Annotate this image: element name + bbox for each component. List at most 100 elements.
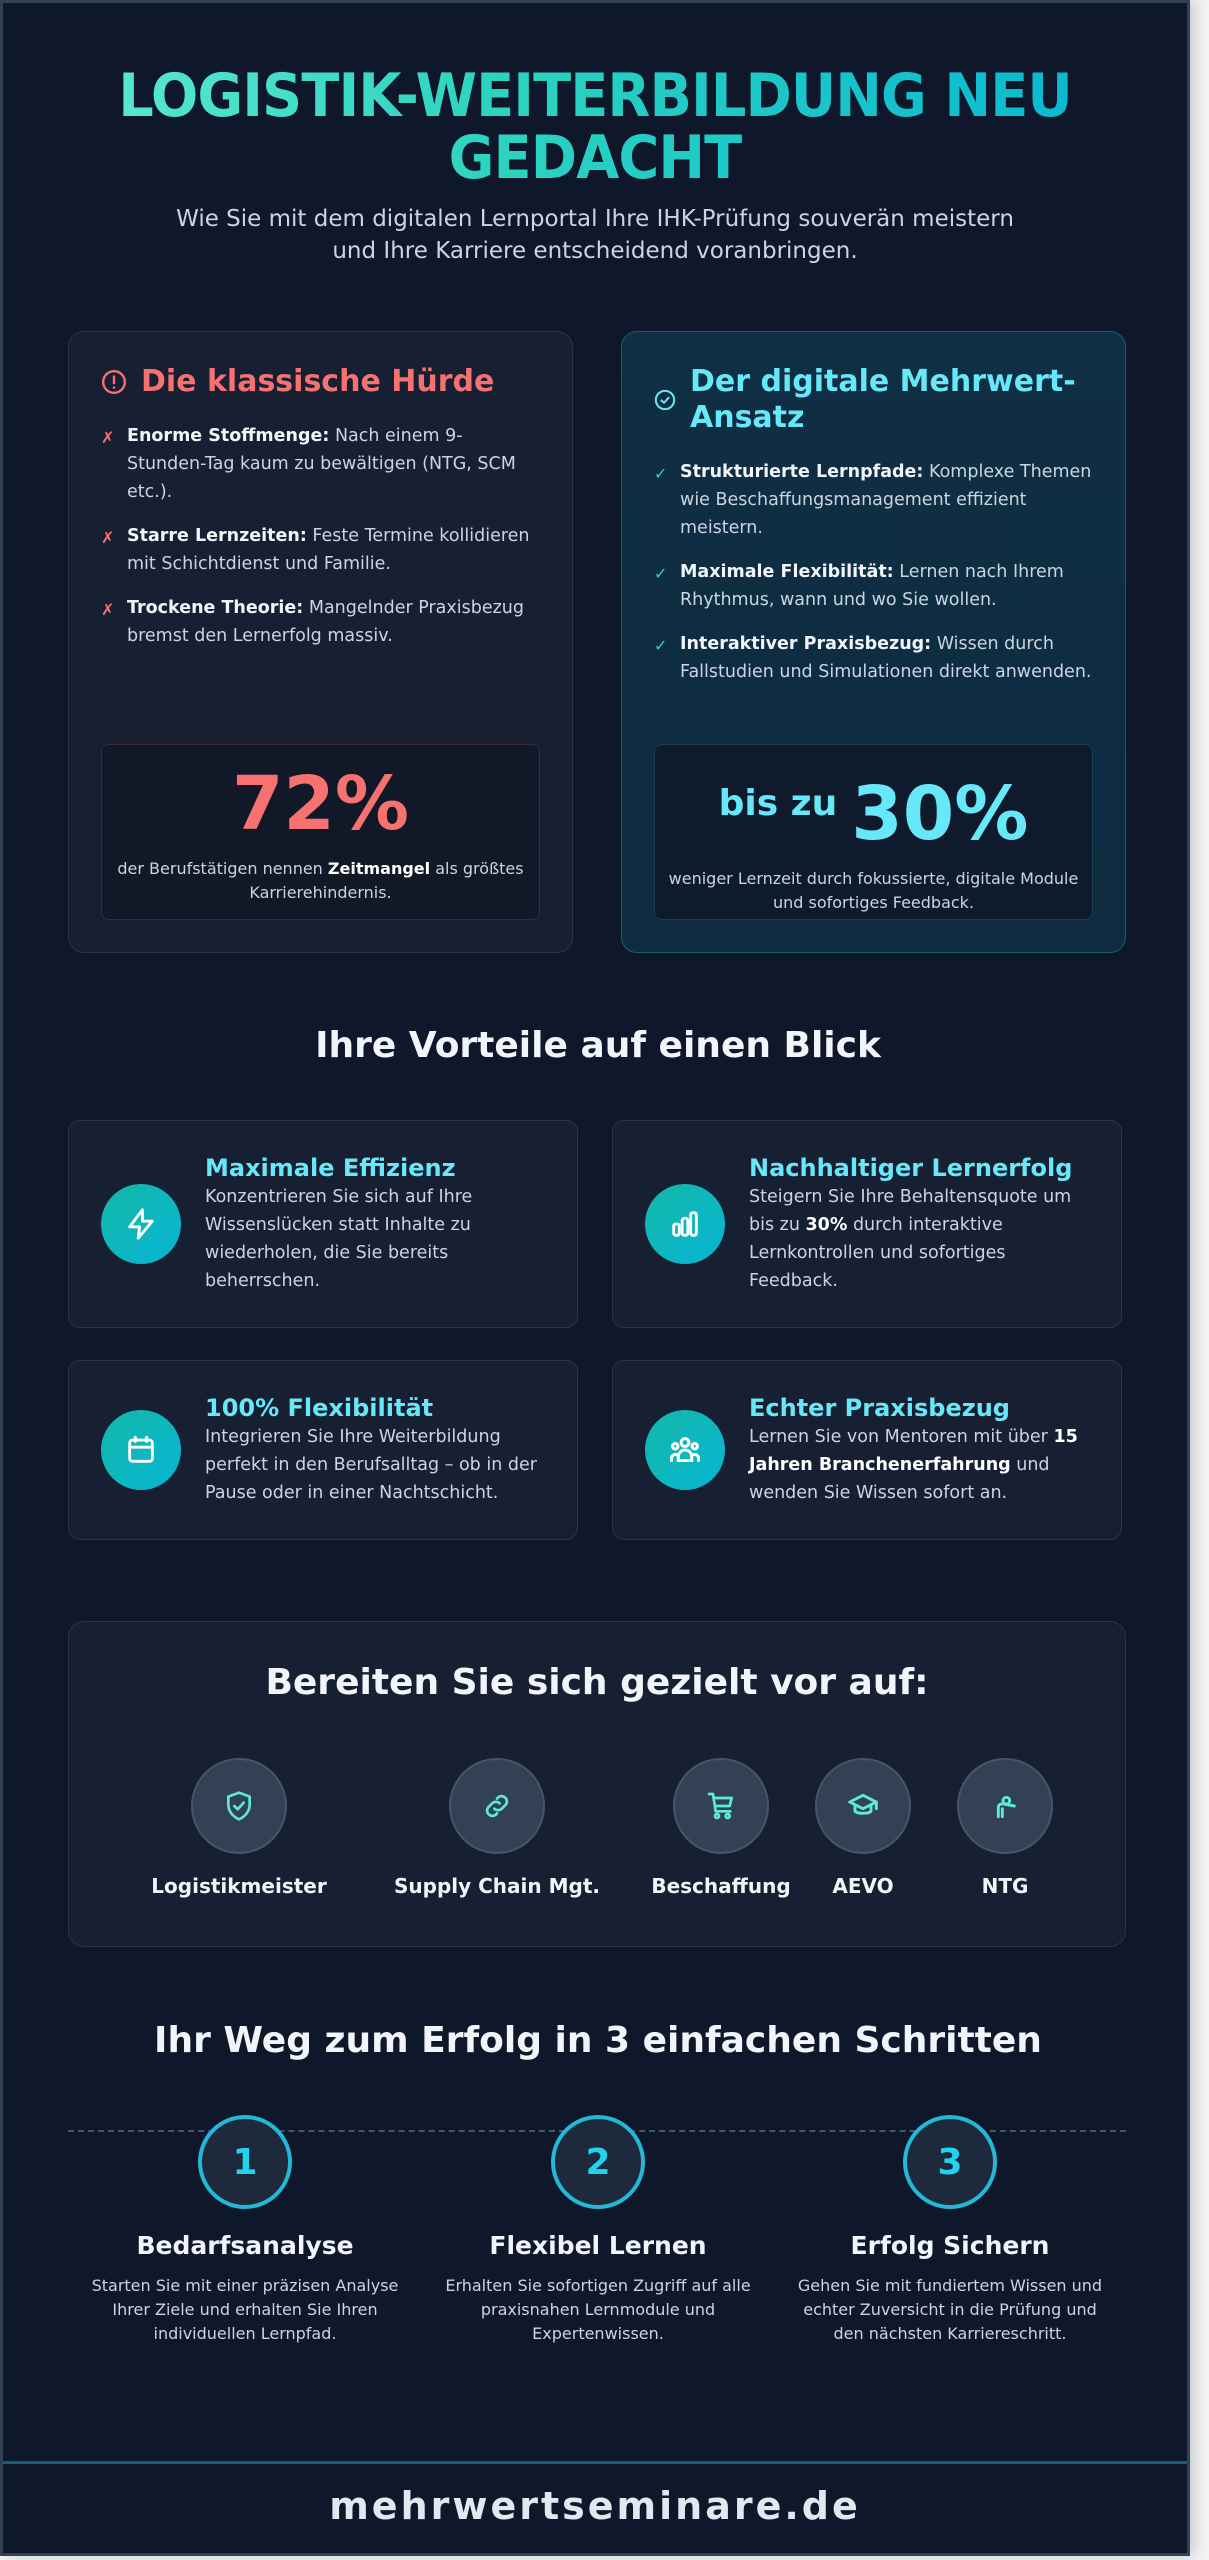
hurdle-item: ✗ Starre Lernzeiten: Feste Termine kollid… xyxy=(101,522,540,578)
check-icon: ✓ xyxy=(654,564,668,583)
bar-chart-icon xyxy=(645,1184,725,1264)
approach-item-text: Lernen nach Ihrem Rhythmus, wann und wo … xyxy=(680,562,1064,610)
step-title: Bedarfsanalyse xyxy=(136,2231,354,2260)
digital-approach-title-text: Der digitale Mehrwert-Ansatz xyxy=(690,364,1076,435)
exam-label: NTG xyxy=(981,1874,1029,1898)
exam-label: Logistikmeister xyxy=(151,1874,327,1898)
classic-hurdle-title-text: Die klassische Hürde xyxy=(141,364,495,399)
step-text: Erhalten Sie sofortigen Zugriff auf alle… xyxy=(445,2276,751,2343)
cross-icon: ✗ xyxy=(101,528,115,547)
exam-item-beschaffung: Beschaffung xyxy=(621,1758,821,1898)
approach-item-text: Komplexe Themen wie Beschaffungsmanageme… xyxy=(680,462,1092,538)
benefit-text-pre: Lernen Sie von Mentoren mit über xyxy=(749,1427,1054,1447)
cross-icon: ✗ xyxy=(101,600,115,619)
check-icon: ✓ xyxy=(654,636,668,655)
check-circle-icon xyxy=(654,389,676,411)
hero: LOGISTIK-WEITERBILDUNG NEU GEDACHT Wie S… xyxy=(3,3,1187,267)
hurdle-item-bold: Starre Lernzeiten: xyxy=(127,526,307,546)
step-3: 3 Erfolg Sichern Gehen Sie mit fundierte… xyxy=(790,2115,1110,2346)
footer-domain: mehrwertseminare.de xyxy=(329,2484,861,2528)
approach-list: ✓ Strukturierte Lernpfade: Komplexe Theme… xyxy=(654,458,1093,686)
stat-value: bis zu 30% xyxy=(655,763,1092,855)
hurdle-item-bold: Trockene Theorie: xyxy=(127,598,304,618)
approach-item-bold: Maximale Flexibilität: xyxy=(680,562,894,582)
step-number-badge: 2 xyxy=(551,2115,645,2209)
exam-item-logistikmeister: Logistikmeister xyxy=(151,1758,327,1898)
step-text: Gehen Sie mit fundiertem Wissen und echt… xyxy=(797,2276,1103,2343)
benefit-card: Echter Praxisbezug Lernen Sie von Mentor… xyxy=(612,1360,1122,1540)
benefit-text-bold: 15 Jahren Branchenerfahrung xyxy=(749,1427,1078,1475)
footer: mehrwertseminare.de xyxy=(3,2461,1187,2553)
benefit-text: Konzentrieren Sie sich auf Ihre Wissensl… xyxy=(205,1183,545,1295)
stat-caption-post: als größtes Karrierehindernis. xyxy=(249,859,524,902)
cross-icon: ✗ xyxy=(101,428,115,447)
exam-item-aevo: AEVO xyxy=(803,1758,923,1898)
step-text: Starten Sie mit einer präzisen Analyse I… xyxy=(91,2276,399,2343)
graduation-cap-icon xyxy=(815,1758,911,1854)
approach-item-bold: Interaktiver Praxisbezug: xyxy=(680,634,932,654)
approach-item: ✓ Interaktiver Praxisbezug: Wissen durch … xyxy=(654,630,1093,686)
stat-caption-pre: der Berufstätigen nennen xyxy=(117,859,328,878)
stat-box-72: 72% der Berufstätigen nennen Zeitmangel … xyxy=(101,744,540,920)
exam-label: AEVO xyxy=(832,1874,894,1898)
exam-prep-title: Bereiten Sie sich gezielt vor auf: xyxy=(265,1662,929,1703)
benefit-card: Nachhaltiger Lernerfolg Steigern Sie Ihr… xyxy=(612,1120,1122,1328)
benefit-title: 100% Flexibilität xyxy=(205,1394,434,1422)
digital-approach-title: Der digitale Mehrwert-Ansatz xyxy=(654,364,1093,436)
approach-item-bold: Strukturierte Lernpfade: xyxy=(680,462,924,482)
users-icon xyxy=(645,1410,725,1490)
page-title-text: LOGISTIK-WEITERBILDUNG NEU GEDACHT xyxy=(118,61,1072,193)
benefits-title: Ihre Vorteile auf einen Blick xyxy=(315,1025,881,1066)
benefit-title: Nachhaltiger Lernerfolg xyxy=(749,1154,1073,1182)
exam-prep-section: Bereiten Sie sich gezielt vor auf: Logis… xyxy=(68,1621,1126,1947)
benefit-text-post: durch interaktive Lernkontrollen und sof… xyxy=(749,1215,1006,1291)
benefit-card: Maximale Effizienz Konzentrieren Sie sic… xyxy=(68,1120,578,1328)
benefit-text-pre: Integrieren Sie Ihre Weiterbildung perfe… xyxy=(205,1427,537,1503)
step-2: 2 Flexibel Lernen Erhalten Sie sofortige… xyxy=(438,2115,758,2346)
benefit-text: Integrieren Sie Ihre Weiterbildung perfe… xyxy=(205,1423,545,1507)
step-title: Flexibel Lernen xyxy=(489,2231,707,2260)
step-number-badge: 1 xyxy=(198,2115,292,2209)
stat-prefix: bis zu xyxy=(718,783,838,824)
hurdle-list: ✗ Enorme Stoffmenge: Nach einem 9-Stunden… xyxy=(101,422,540,650)
benefit-title: Maximale Effizienz xyxy=(205,1154,456,1182)
benefit-text-pre: Konzentrieren Sie sich auf Ihre Wissensl… xyxy=(205,1187,473,1291)
stat-value-number: 30% xyxy=(851,771,1029,857)
approach-item-text: Wissen durch Fallstudien und Simulatione… xyxy=(680,634,1092,682)
step-title: Erfolg Sichern xyxy=(850,2231,1050,2260)
stat-caption-bold: Zeitmangel xyxy=(327,859,431,878)
hero-subtitle-line1: Wie Sie mit dem digitalen Lernportal Ihr… xyxy=(176,206,1014,232)
check-icon: ✓ xyxy=(654,464,668,483)
lightning-icon xyxy=(101,1184,181,1264)
hurdle-item-bold: Enorme Stoffmenge: xyxy=(127,426,330,446)
link-icon xyxy=(449,1758,545,1854)
classic-hurdle-title: Die klassische Hürde xyxy=(101,364,540,400)
stat-caption: der Berufstätigen nennen Zeitmangel als … xyxy=(102,857,539,905)
steps-title: Ihr Weg zum Erfolg in 3 einfachen Schrit… xyxy=(154,2020,1042,2061)
shield-check-icon xyxy=(191,1758,287,1854)
classic-hurdle-card: Die klassische Hürde ✗ Enorme Stoffmenge:… xyxy=(68,331,573,953)
benefit-card: 100% Flexibilität Integrieren Sie Ihre W… xyxy=(68,1360,578,1540)
benefit-title: Echter Praxisbezug xyxy=(749,1394,1010,1422)
approach-item: ✓ Strukturierte Lernpfade: Komplexe Theme… xyxy=(654,458,1093,542)
person-icon xyxy=(957,1758,1053,1854)
hurdle-item: ✗ Enorme Stoffmenge: Nach einem 9-Stunden… xyxy=(101,422,540,506)
exam-label: Supply Chain Mgt. xyxy=(394,1874,600,1898)
comparison-section: Die klassische Hürde ✗ Enorme Stoffmenge:… xyxy=(68,331,1126,953)
hurdle-item: ✗ Trockene Theorie: Mangelnder Praxisbezu… xyxy=(101,594,540,650)
exam-item-ntg: NTG xyxy=(945,1758,1065,1898)
calendar-icon xyxy=(101,1410,181,1490)
page-title: LOGISTIK-WEITERBILDUNG NEU GEDACHT xyxy=(44,65,1145,189)
approach-item: ✓ Maximale Flexibilität: Lernen nach Ihre… xyxy=(654,558,1093,614)
digital-approach-card: Der digitale Mehrwert-Ansatz ✓ Strukturie… xyxy=(621,331,1126,953)
step-number-badge: 3 xyxy=(903,2115,997,2209)
step-1: 1 Bedarfsanalyse Starten Sie mit einer p… xyxy=(85,2115,405,2346)
exam-item-supply-chain: Supply Chain Mgt. xyxy=(367,1758,627,1898)
stat-box-30: bis zu 30% weniger Lernzeit durch fokussi… xyxy=(654,744,1093,920)
alert-circle-icon xyxy=(101,369,127,395)
shopping-cart-icon xyxy=(673,1758,769,1854)
benefit-text: Lernen Sie von Mentoren mit über 15 Jahr… xyxy=(749,1423,1089,1507)
benefit-text-post: und wenden Sie Wissen sofort an. xyxy=(749,1455,1050,1503)
hurdle-item-text: Feste Termine kollidieren mit Schichtdie… xyxy=(127,526,530,574)
